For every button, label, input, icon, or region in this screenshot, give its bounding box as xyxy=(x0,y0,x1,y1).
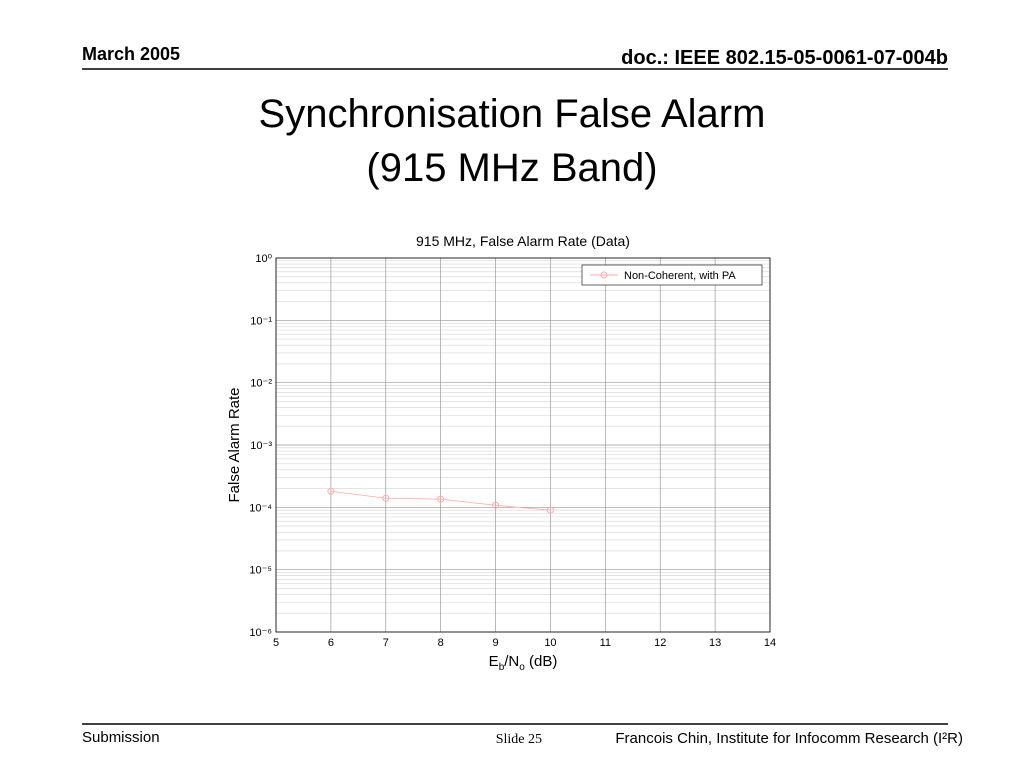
x-tick-label: 9 xyxy=(492,637,498,649)
x-tick-label: 13 xyxy=(709,637,721,649)
x-axis-label-part: E xyxy=(489,653,499,670)
header-doc: doc.: IEEE 802.15-05-0061-07-004b xyxy=(621,47,948,69)
plot-frame xyxy=(275,257,771,633)
footer-left: Submission xyxy=(82,729,160,746)
y-tick-label: 10⁰ xyxy=(255,253,272,265)
y-tick-label: 10⁻⁴ xyxy=(249,502,272,514)
x-axis-label-part: b xyxy=(499,662,505,673)
x-axis-label-part: o xyxy=(519,662,525,673)
data-point xyxy=(327,487,335,495)
series-line xyxy=(330,490,551,511)
footer-author: Francois Chin, Institute for Infocomm Re… xyxy=(615,730,963,747)
footer-slide: Slide 25 xyxy=(496,732,542,747)
header-date: March 2005 xyxy=(82,44,180,64)
y-tick-label: 10⁻⁶ xyxy=(249,627,272,639)
x-tick-label: 14 xyxy=(764,637,776,649)
x-tick-label: 11 xyxy=(600,637,611,649)
x-tick-label: 6 xyxy=(328,637,334,649)
data-point xyxy=(546,506,554,514)
legend-label: Non-Coherent, with PA xyxy=(624,270,736,282)
y-tick-label: 10⁻³ xyxy=(250,440,272,452)
x-axis-label-part: (dB) xyxy=(525,653,558,670)
x-tick-label: 5 xyxy=(273,637,279,649)
data-point xyxy=(437,495,445,503)
x-tick-label: 8 xyxy=(438,637,444,649)
legend-marker xyxy=(600,271,608,279)
chart-title: 915 MHz, False Alarm Rate (Data) xyxy=(416,233,630,249)
chart: 10⁻⁶ 10⁻⁵ 10⁻⁴ 10⁻³ 10⁻² 10⁻¹ 10⁰ 5 6 7 8 9 10 11 12 13… xyxy=(226,233,776,673)
y-axis-label: False Alarm Rate xyxy=(226,387,243,502)
x-axis-label: Eb/No (dB) xyxy=(489,653,558,673)
y-tick-label: 10⁻⁵ xyxy=(249,565,272,577)
x-axis-label-part: /N xyxy=(504,653,519,670)
x-tick-label: 10 xyxy=(544,637,556,649)
x-tick-label: 7 xyxy=(383,637,389,649)
legend-box xyxy=(581,264,763,286)
data-point xyxy=(382,494,390,502)
y-tick-label: 10⁻² xyxy=(250,378,272,390)
x-tick-label: 12 xyxy=(654,637,666,649)
slide-title: Synchronisation False Alarm xyxy=(259,92,766,136)
data-point xyxy=(492,501,500,509)
y-tick-label: 10⁻¹ xyxy=(250,315,272,327)
slide-title: (915 MHz Band) xyxy=(366,146,657,190)
